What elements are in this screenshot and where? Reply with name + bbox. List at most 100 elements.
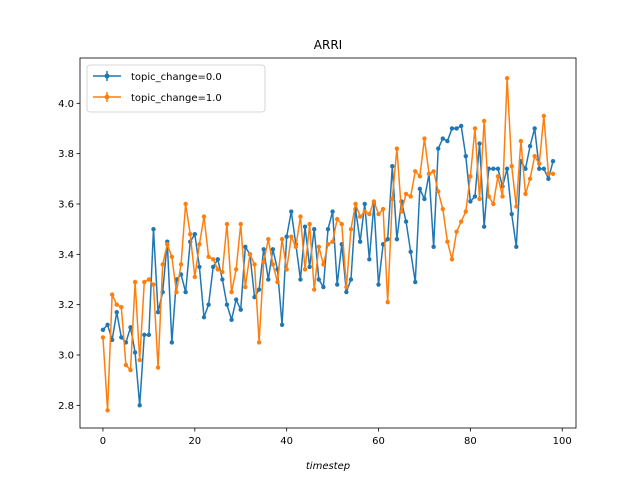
data-point-1 — [495, 174, 501, 179]
data-point-1 — [165, 242, 170, 247]
x-tick-label: 100 — [553, 436, 572, 447]
legend-marker-1 — [104, 94, 110, 100]
y-tick-label: 3.4 — [58, 250, 74, 261]
data-point-1 — [279, 237, 285, 242]
data-point-0 — [270, 247, 276, 252]
data-point-1 — [504, 75, 510, 81]
data-point-0 — [137, 403, 142, 408]
data-point-1 — [541, 113, 547, 119]
data-point-1 — [151, 282, 156, 287]
data-point-1 — [408, 194, 413, 199]
data-point-1 — [481, 118, 487, 124]
data-point-0 — [114, 310, 119, 315]
x-tick-label: 0 — [100, 436, 106, 447]
data-point-1 — [523, 191, 528, 197]
data-point-1 — [514, 204, 519, 209]
data-point-1 — [229, 289, 234, 295]
x-tick-label: 60 — [372, 436, 385, 447]
data-point-1 — [477, 196, 482, 202]
data-point-1 — [321, 262, 326, 267]
x-tick-label: 80 — [464, 436, 477, 447]
data-point-0 — [537, 166, 542, 171]
data-point-1 — [486, 194, 491, 199]
x-axis-label: timestep — [306, 461, 350, 472]
data-point-1 — [183, 201, 188, 207]
data-point-1 — [546, 171, 551, 176]
data-point-0 — [284, 234, 289, 239]
data-point-1 — [436, 189, 441, 194]
data-point-0 — [495, 166, 501, 171]
data-point-0 — [394, 237, 400, 242]
data-point-0 — [155, 310, 161, 315]
data-point-1 — [192, 274, 198, 280]
data-point-1 — [252, 262, 257, 267]
data-point-1 — [256, 340, 262, 345]
data-point-1 — [399, 209, 404, 214]
data-point-1 — [532, 153, 537, 159]
data-point-1 — [403, 191, 409, 197]
data-point-0 — [233, 297, 239, 302]
data-point-0 — [312, 226, 317, 232]
data-point-1 — [509, 164, 514, 169]
data-point-1 — [174, 289, 179, 295]
data-point-1 — [431, 169, 436, 174]
x-tick-label: 20 — [188, 436, 201, 447]
data-point-0 — [514, 244, 519, 249]
data-point-1 — [371, 199, 377, 204]
data-point-1 — [500, 194, 505, 199]
data-point-1 — [146, 277, 152, 282]
data-point-1 — [367, 211, 372, 217]
data-point-1 — [261, 259, 266, 265]
data-point-0 — [100, 327, 106, 333]
data-point-1 — [100, 335, 106, 340]
data-point-0 — [532, 126, 537, 131]
data-point-1 — [518, 138, 524, 144]
x-axis: 0 20 40 60 80 100 — [100, 428, 572, 447]
x-tick-label: 40 — [280, 436, 293, 447]
data-point-1 — [390, 196, 395, 202]
data-point-1 — [385, 299, 390, 305]
data-point-0 — [151, 226, 156, 232]
data-point-1 — [325, 242, 331, 247]
data-point-1 — [284, 267, 289, 272]
data-point-1 — [316, 244, 322, 249]
data-point-1 — [210, 257, 216, 262]
data-point-0 — [146, 332, 152, 338]
data-point-0 — [169, 340, 175, 345]
data-point-1 — [178, 262, 184, 267]
y-tick-label: 3.2 — [58, 300, 74, 311]
data-point-0 — [436, 146, 441, 151]
data-point-0 — [215, 257, 220, 262]
y-axis: 2.8 3.0 3.2 3.4 3.6 3.8 4.0 — [58, 99, 80, 412]
data-point-1 — [449, 257, 455, 262]
data-point-1 — [426, 171, 432, 176]
data-point-1 — [413, 169, 418, 174]
data-point-0 — [210, 264, 216, 270]
data-point-0 — [385, 237, 390, 242]
data-point-0 — [252, 294, 257, 300]
data-point-0 — [238, 307, 243, 312]
y-tick-label: 3.6 — [58, 199, 74, 210]
data-point-0 — [316, 277, 322, 282]
data-point-0 — [477, 141, 482, 146]
data-point-1 — [302, 267, 308, 272]
data-point-1 — [206, 254, 211, 260]
data-point-1 — [224, 221, 230, 227]
legend-marker-0 — [104, 73, 110, 79]
data-point-1 — [220, 269, 225, 275]
data-point-0 — [445, 138, 450, 144]
data-point-0 — [334, 282, 340, 287]
data-point-0 — [458, 123, 464, 129]
y-tick-label: 4.0 — [58, 99, 74, 110]
chart-title: ARRI — [314, 38, 342, 52]
data-point-0 — [307, 264, 312, 270]
data-point-0 — [440, 136, 446, 141]
data-point-1 — [201, 214, 207, 219]
data-point-0 — [330, 209, 335, 214]
data-point-1 — [247, 252, 253, 257]
data-point-0 — [220, 277, 225, 282]
data-point-1 — [123, 362, 129, 368]
data-point-0 — [266, 277, 271, 282]
data-point-0 — [344, 289, 349, 295]
